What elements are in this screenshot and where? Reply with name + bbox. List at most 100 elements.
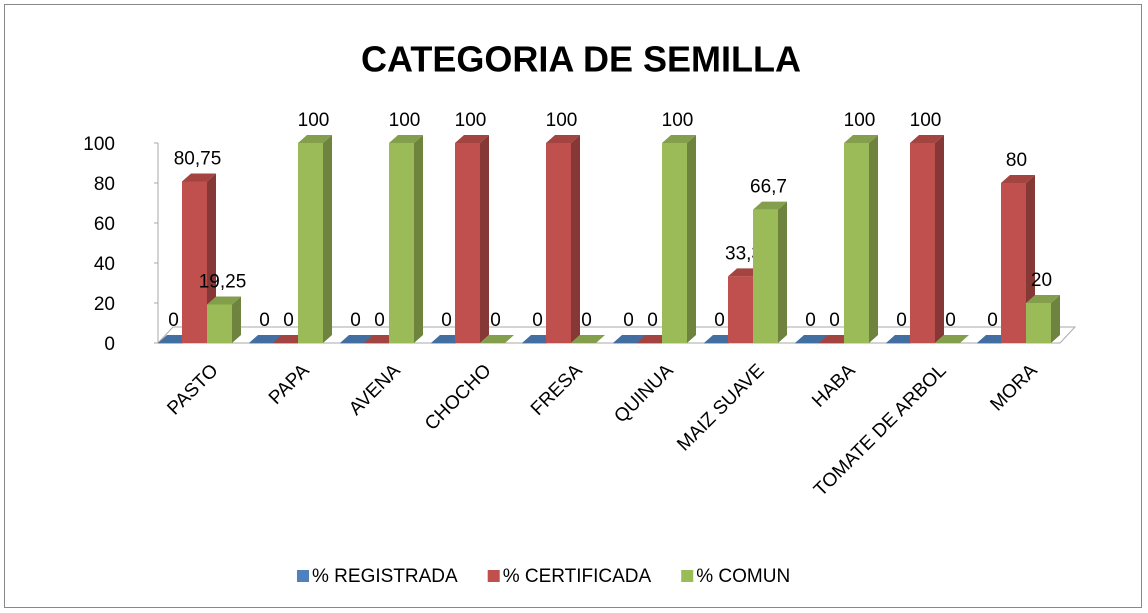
data-label: 80,75 [174, 149, 222, 170]
data-label: 100 [455, 110, 487, 131]
data-label: 0 [374, 310, 385, 331]
chart-title: CATEGORIA DE SEMILLA [361, 39, 801, 80]
bar-top [613, 335, 647, 343]
data-label: 100 [910, 110, 942, 131]
bar-front [546, 143, 571, 343]
bar [207, 296, 241, 343]
bar [910, 135, 944, 343]
bar-top [910, 135, 944, 143]
data-label: 0 [647, 310, 658, 331]
data-label: 20 [1031, 270, 1052, 291]
data-label: 80 [1006, 150, 1027, 171]
data-label: 100 [546, 110, 578, 131]
bar [455, 135, 489, 343]
bar-side [687, 135, 696, 343]
bar-front [1001, 183, 1026, 343]
bar-front [886, 343, 911, 344]
data-label: 0 [283, 310, 294, 331]
legend-swatch [297, 570, 309, 582]
data-label: 0 [896, 310, 907, 331]
bar-side [1051, 295, 1060, 343]
bar-side [778, 201, 787, 343]
bar-top [182, 173, 216, 182]
data-label: 100 [662, 110, 694, 131]
bar-front [728, 276, 753, 343]
bar-side [232, 296, 241, 343]
bar [340, 335, 374, 344]
data-label: 0 [441, 310, 452, 331]
bar-top [1001, 175, 1035, 183]
y-tick-label: 40 [94, 254, 115, 275]
bar-top [340, 335, 374, 343]
bar-front [1026, 303, 1051, 343]
bar [182, 173, 216, 343]
bar-top [571, 335, 605, 343]
bar-top [844, 135, 878, 143]
bar-top [455, 135, 489, 143]
bar-top [1026, 295, 1060, 303]
bar [249, 335, 283, 344]
bar-top [935, 335, 969, 343]
y-tick-label: 100 [83, 134, 115, 155]
data-label: 0 [581, 310, 592, 331]
bar [571, 335, 605, 344]
bar-front [935, 343, 960, 344]
data-label: 100 [389, 110, 421, 131]
y-tick-label: 0 [104, 334, 115, 355]
bar-side [935, 135, 944, 343]
bar-front [977, 343, 1002, 344]
bar [613, 335, 647, 344]
bar-front [571, 343, 596, 344]
bar [480, 335, 514, 344]
bar [795, 335, 829, 344]
bar-top [298, 135, 332, 143]
bar-top [662, 135, 696, 143]
y-tick-label: 80 [94, 174, 115, 195]
bar [662, 135, 696, 343]
bar-front [389, 143, 414, 343]
data-label: 66,7 [750, 177, 787, 198]
bar-front [480, 343, 505, 344]
bar-top [480, 335, 514, 343]
legend-label: % COMUN [696, 566, 790, 587]
bar-front [613, 343, 638, 344]
bar-front [273, 343, 298, 344]
legend-label: % CERTIFICADA [503, 566, 652, 587]
data-label: 100 [844, 110, 876, 131]
data-label: 100 [298, 110, 330, 131]
bar-top [207, 296, 241, 305]
y-tick-label: 60 [94, 214, 115, 235]
bar-front [431, 343, 456, 344]
data-label: 0 [623, 310, 634, 331]
bar-front [819, 343, 844, 344]
data-label: 0 [490, 310, 501, 331]
bar-top [753, 201, 787, 210]
bar [753, 201, 787, 343]
bar-side [480, 135, 489, 343]
bar [546, 135, 580, 343]
bar [1026, 295, 1060, 343]
bar-top [249, 335, 283, 343]
data-label: 0 [714, 310, 725, 331]
bar-front [522, 343, 547, 344]
bar-front [364, 343, 389, 344]
bar [844, 135, 878, 343]
bar-front [704, 343, 729, 344]
bar-front [795, 343, 820, 344]
bar-front [637, 343, 662, 344]
bar-front [662, 143, 687, 343]
bar-top [795, 335, 829, 343]
bar-front [753, 209, 778, 343]
bar-front [182, 181, 207, 343]
data-label: 0 [805, 310, 816, 331]
data-label: 0 [168, 310, 179, 331]
data-label: 0 [945, 310, 956, 331]
legend-swatch [681, 570, 694, 582]
bar-front [158, 343, 183, 344]
bar-front [298, 143, 323, 343]
bar-side [571, 135, 580, 343]
bar-top [389, 135, 423, 143]
data-label: 0 [987, 310, 998, 331]
bar-front [844, 143, 869, 343]
